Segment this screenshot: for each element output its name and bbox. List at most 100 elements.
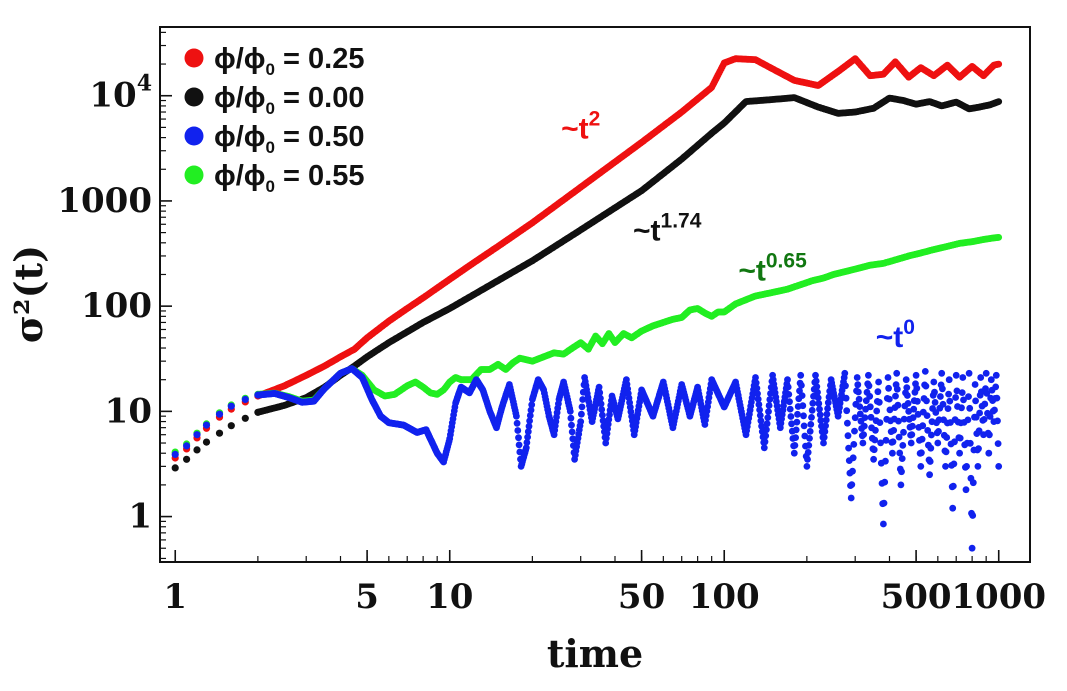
data-point bbox=[524, 433, 531, 441]
data-point bbox=[908, 431, 916, 438]
y-tick-label: 1 bbox=[128, 497, 152, 537]
data-point bbox=[872, 426, 879, 434]
data-point bbox=[904, 392, 911, 399]
data-point bbox=[202, 421, 211, 429]
data-point bbox=[806, 428, 814, 435]
legend-label: ϕ/ϕ0 = 0.25 bbox=[214, 43, 365, 79]
data-point bbox=[995, 98, 1003, 105]
data-point bbox=[962, 486, 970, 494]
data-point bbox=[893, 369, 901, 377]
data-point bbox=[893, 385, 901, 393]
data-point bbox=[971, 381, 979, 388]
data-point bbox=[784, 376, 791, 384]
y-tick-label: 100 bbox=[81, 286, 152, 326]
data-point bbox=[937, 393, 944, 400]
data-point bbox=[842, 394, 850, 402]
data-point bbox=[227, 422, 235, 430]
legend-marker bbox=[184, 48, 204, 68]
data-point bbox=[817, 417, 825, 424]
scaling-annotation: ~t1.74 bbox=[633, 210, 702, 248]
data-point bbox=[763, 420, 771, 428]
data-point bbox=[972, 397, 979, 405]
legend-item: ϕ/ϕ0 = 0.00 bbox=[184, 82, 365, 118]
data-point bbox=[881, 478, 889, 486]
scaling-annotation: ~t0.65 bbox=[738, 250, 807, 288]
data-point bbox=[985, 449, 993, 457]
data-point bbox=[765, 402, 773, 409]
data-point bbox=[930, 378, 938, 386]
data-point bbox=[994, 417, 1001, 425]
data-point bbox=[765, 408, 772, 415]
data-point bbox=[851, 414, 859, 422]
data-point bbox=[752, 374, 759, 381]
data-point bbox=[964, 416, 972, 424]
data-point bbox=[787, 413, 795, 420]
data-point bbox=[752, 379, 760, 387]
data-point bbox=[865, 371, 872, 379]
data-point bbox=[848, 481, 856, 488]
data-point bbox=[904, 400, 912, 407]
data-point bbox=[875, 378, 882, 386]
data-point bbox=[980, 416, 988, 423]
data-point bbox=[842, 382, 849, 390]
data-point bbox=[945, 376, 953, 384]
data-point bbox=[965, 369, 973, 377]
data-point bbox=[816, 411, 824, 419]
series-2 bbox=[171, 365, 1003, 552]
data-point bbox=[527, 406, 535, 414]
data-point bbox=[812, 371, 819, 379]
data-point bbox=[880, 499, 888, 507]
data-point bbox=[912, 371, 920, 379]
data-point bbox=[568, 421, 575, 429]
data-point bbox=[798, 382, 805, 389]
data-point bbox=[528, 401, 536, 409]
x-tick-label: 500 bbox=[881, 577, 952, 617]
data-point bbox=[919, 422, 927, 430]
data-point bbox=[897, 481, 905, 489]
data-point bbox=[892, 392, 899, 400]
data-point bbox=[850, 441, 858, 448]
data-point bbox=[900, 428, 907, 436]
data-point bbox=[975, 445, 982, 452]
data-point bbox=[934, 439, 942, 447]
data-point bbox=[903, 384, 911, 391]
data-point bbox=[918, 435, 926, 443]
data-point bbox=[763, 426, 770, 434]
data-point bbox=[885, 384, 892, 392]
data-point bbox=[910, 405, 918, 413]
data-point bbox=[931, 388, 938, 396]
data-point bbox=[788, 420, 795, 428]
data-point bbox=[914, 397, 921, 405]
data-point bbox=[845, 444, 852, 452]
data-point bbox=[215, 410, 224, 418]
data-point bbox=[966, 439, 974, 447]
data-point bbox=[754, 395, 762, 403]
data-point bbox=[945, 390, 952, 398]
data-point bbox=[805, 442, 813, 449]
data-point bbox=[926, 471, 933, 479]
data-point bbox=[909, 414, 917, 421]
data-point bbox=[867, 413, 875, 421]
data-point bbox=[898, 468, 905, 476]
data-point bbox=[841, 369, 849, 377]
data-point bbox=[991, 406, 998, 414]
data-point bbox=[856, 410, 864, 418]
data-point bbox=[983, 389, 991, 397]
data-point bbox=[791, 442, 799, 449]
data-point bbox=[596, 389, 604, 397]
data-point bbox=[913, 384, 921, 392]
data-point bbox=[792, 426, 800, 434]
data-point bbox=[808, 414, 815, 421]
y-tick-label: 104 bbox=[89, 71, 152, 116]
data-point bbox=[860, 431, 867, 438]
data-point bbox=[861, 414, 869, 421]
data-point bbox=[855, 388, 862, 396]
data-point bbox=[855, 395, 863, 403]
data-point bbox=[935, 428, 942, 435]
data-point bbox=[526, 412, 534, 419]
data-point bbox=[952, 394, 959, 401]
scaling-annotation: ~t2 bbox=[561, 108, 600, 146]
data-point bbox=[595, 383, 603, 391]
data-point bbox=[923, 397, 930, 405]
